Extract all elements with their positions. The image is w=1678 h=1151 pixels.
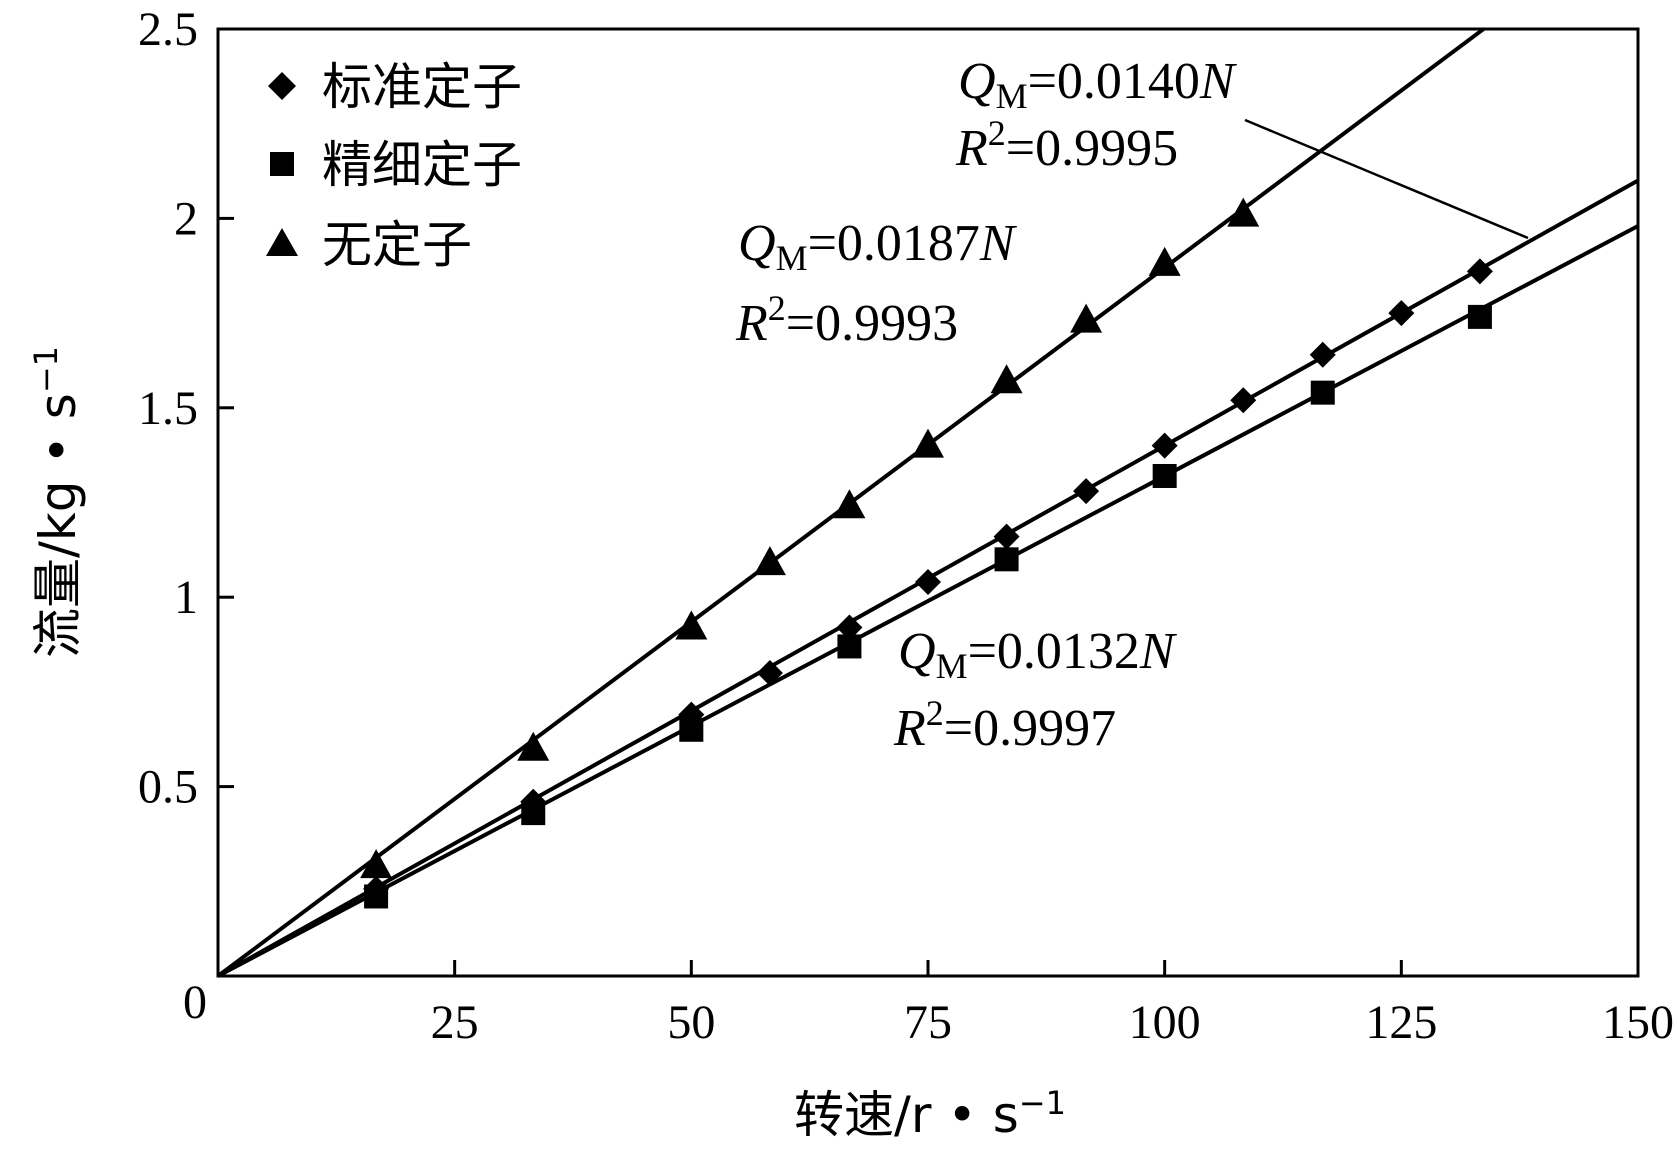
diamond-marker-icon bbox=[268, 72, 296, 100]
triangle-marker-icon bbox=[266, 228, 298, 256]
data-point-diamond bbox=[993, 523, 1020, 550]
x-tick-label: 100 bbox=[1129, 996, 1201, 1049]
data-point-triangle bbox=[833, 489, 866, 519]
data-point-triangle bbox=[360, 849, 393, 879]
equation-line: QM=0.0140N bbox=[958, 53, 1238, 116]
data-point-triangle bbox=[1070, 303, 1103, 333]
legend-label-fine-stator: 精细定子 bbox=[322, 136, 522, 194]
legend-item-standard-stator: 标准定子 bbox=[268, 58, 522, 116]
data-point-diamond bbox=[1151, 432, 1178, 459]
equation-no-stator: QM=0.0187N R2=0.9993 bbox=[735, 215, 1018, 352]
data-markers bbox=[360, 197, 1493, 909]
equation-fine-stator: QM=0.0132N R2=0.9997 bbox=[893, 623, 1178, 757]
data-point-diamond bbox=[1309, 341, 1336, 368]
r-squared-line: R2=0.9993 bbox=[735, 288, 958, 352]
data-point-triangle bbox=[912, 428, 944, 458]
equation-standard-stator: QM=0.0140N R2=0.9995 bbox=[955, 53, 1238, 177]
data-point-triangle bbox=[1148, 246, 1181, 276]
x-tick-label: 50 bbox=[667, 996, 715, 1049]
x-axis-title-superscript: −1 bbox=[1019, 1084, 1066, 1122]
y-tick-label: 2.5 bbox=[138, 3, 198, 56]
x-tick-label: 125 bbox=[1365, 996, 1437, 1049]
data-point-square bbox=[994, 547, 1019, 572]
r-squared-line: R2=0.9995 bbox=[955, 113, 1178, 177]
data-point-square bbox=[1310, 380, 1335, 405]
annotation-leader-line bbox=[1244, 118, 1529, 240]
fit-line-series-1 bbox=[217, 224, 1639, 978]
legend-label-standard-stator: 标准定子 bbox=[322, 58, 522, 116]
data-point-square bbox=[679, 717, 704, 742]
data-point-diamond bbox=[1466, 258, 1493, 285]
data-point-square bbox=[521, 801, 546, 826]
data-point-triangle bbox=[990, 364, 1023, 394]
data-point-diamond bbox=[836, 614, 863, 641]
legend: 标准定子 精细定子 无定子 bbox=[266, 58, 522, 274]
y-tick-label: 2 bbox=[174, 192, 198, 245]
y-axis-title: 流量/kg • s−1 bbox=[27, 346, 87, 658]
y-tick-label: 1 bbox=[174, 571, 198, 624]
data-point-diamond bbox=[1230, 387, 1257, 414]
y-axis-title-superscript: −1 bbox=[27, 346, 65, 393]
tick-labels: 25 50 75 100 125 150 0.5 1 1.5 2 2.5 bbox=[138, 3, 1674, 1049]
data-point-triangle bbox=[675, 610, 708, 640]
square-marker-icon bbox=[270, 152, 294, 176]
equation-line: QM=0.0132N bbox=[898, 623, 1178, 686]
data-point-square bbox=[1152, 463, 1177, 488]
r-squared-line: R2=0.9997 bbox=[893, 693, 1116, 757]
data-point-square bbox=[1467, 304, 1492, 329]
data-point-diamond bbox=[1073, 478, 1100, 505]
equation-line: QM=0.0187N bbox=[738, 215, 1018, 278]
data-point-triangle bbox=[517, 731, 550, 761]
x-axis-title: 转速/r • s−1 bbox=[794, 1084, 1066, 1144]
origin-label: 0 bbox=[183, 976, 207, 1029]
y-tick-label: 1.5 bbox=[138, 382, 198, 435]
axis-ticks bbox=[218, 27, 1640, 976]
x-tick-label: 25 bbox=[431, 996, 479, 1049]
data-point-triangle bbox=[1227, 197, 1260, 227]
legend-item-no-stator: 无定子 bbox=[266, 216, 472, 274]
data-point-diamond bbox=[756, 659, 783, 686]
data-point-triangle bbox=[753, 546, 786, 576]
data-point-square bbox=[837, 634, 862, 659]
y-tick-label: 0.5 bbox=[138, 761, 198, 814]
x-tick-label: 75 bbox=[904, 996, 952, 1049]
data-point-diamond bbox=[915, 569, 941, 596]
x-tick-label: 150 bbox=[1602, 996, 1674, 1049]
legend-label-no-stator: 无定子 bbox=[322, 216, 472, 274]
legend-item-fine-stator: 精细定子 bbox=[270, 136, 522, 194]
data-point-square bbox=[364, 884, 389, 909]
data-point-diamond bbox=[1388, 300, 1415, 327]
